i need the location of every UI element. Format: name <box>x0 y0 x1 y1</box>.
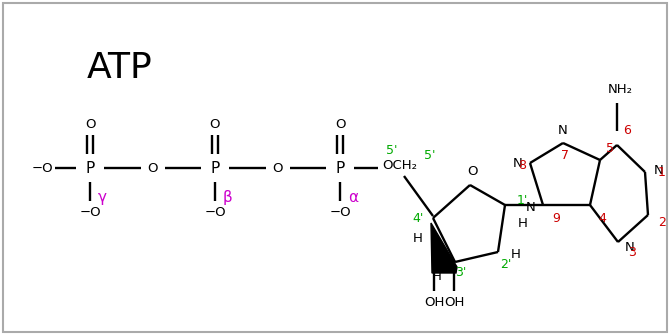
Text: 2': 2' <box>500 258 512 270</box>
Text: OH: OH <box>424 296 444 310</box>
Text: H: H <box>518 216 528 229</box>
Text: −O: −O <box>329 205 351 218</box>
Text: N: N <box>558 124 568 136</box>
Text: 6: 6 <box>623 124 631 136</box>
Text: 5: 5 <box>606 141 614 154</box>
Text: −O: −O <box>31 161 53 175</box>
Text: 8: 8 <box>518 158 526 172</box>
Text: P: P <box>336 160 344 176</box>
Text: O: O <box>84 118 95 131</box>
Text: OH: OH <box>444 296 464 310</box>
Text: NH₂: NH₂ <box>608 82 632 95</box>
Text: β: β <box>223 190 232 205</box>
Text: 4': 4' <box>412 211 423 224</box>
Text: 5': 5' <box>386 143 398 156</box>
Text: N: N <box>526 201 536 213</box>
Text: 1': 1' <box>517 194 528 206</box>
Text: ATP: ATP <box>87 51 153 85</box>
Text: P: P <box>210 160 220 176</box>
Text: O: O <box>335 118 345 131</box>
Text: 1: 1 <box>658 165 666 179</box>
Text: H: H <box>432 269 442 282</box>
Text: 5': 5' <box>424 148 436 161</box>
Text: 3: 3 <box>628 246 636 259</box>
Text: α: α <box>348 190 358 205</box>
Text: 2: 2 <box>658 215 666 228</box>
Text: H: H <box>413 231 423 245</box>
Text: 9: 9 <box>552 211 560 224</box>
Text: O: O <box>468 164 478 178</box>
Text: O: O <box>210 118 220 131</box>
Text: O: O <box>147 161 157 175</box>
Text: H: H <box>511 248 521 261</box>
Text: N: N <box>654 163 664 177</box>
Text: γ: γ <box>98 190 107 205</box>
Text: O: O <box>272 161 283 175</box>
Polygon shape <box>431 223 457 273</box>
Text: −O: −O <box>79 205 100 218</box>
Text: N: N <box>513 156 523 170</box>
Text: OCH₂: OCH₂ <box>383 158 417 172</box>
Text: N: N <box>625 241 635 254</box>
Text: 7: 7 <box>561 148 569 161</box>
Text: 4: 4 <box>598 211 606 224</box>
Text: 3': 3' <box>456 266 467 278</box>
Text: P: P <box>85 160 94 176</box>
Text: −O: −O <box>204 205 226 218</box>
